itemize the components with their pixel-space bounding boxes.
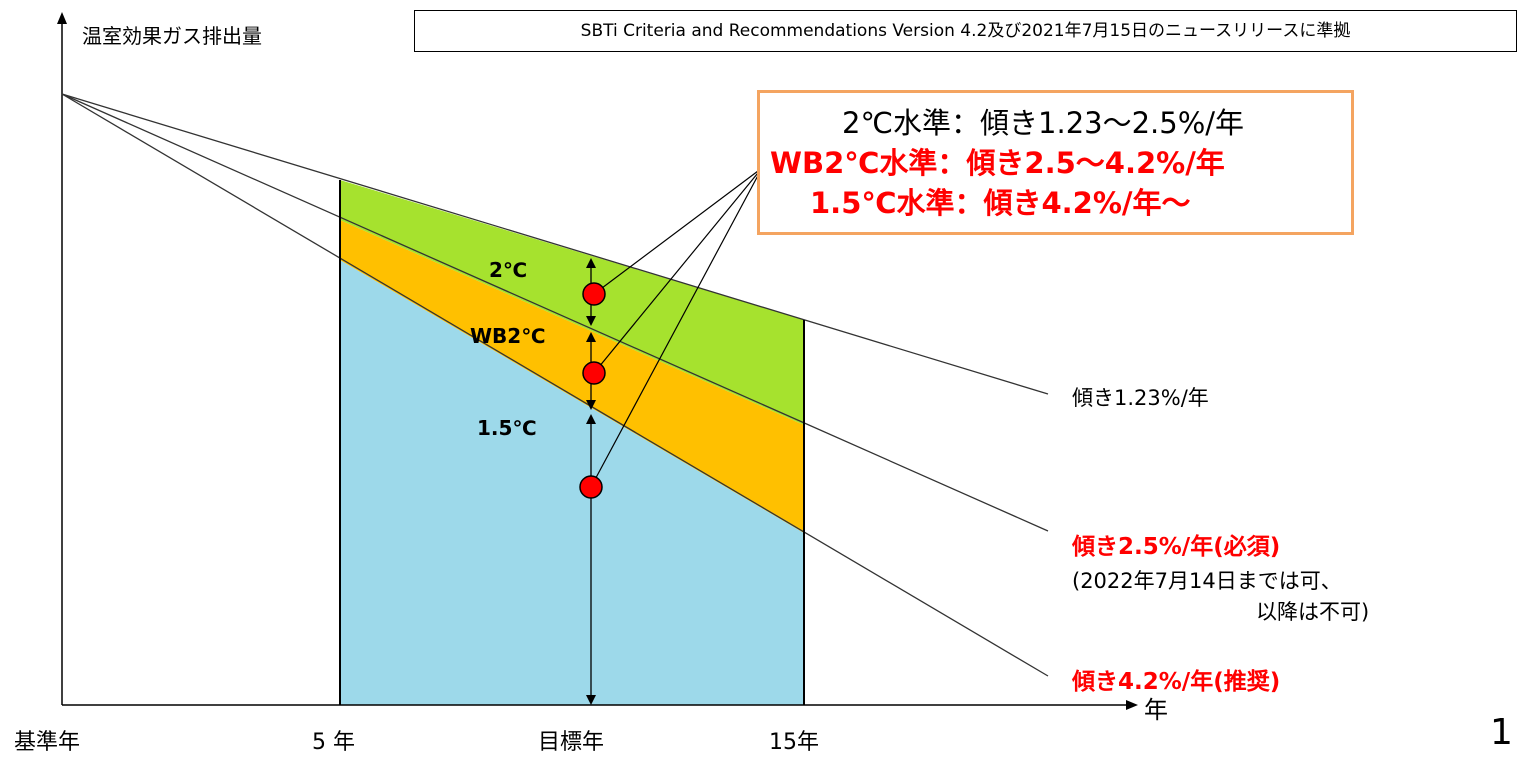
page-number: 1 [1490, 712, 1513, 753]
x-axis-label: 年 [1144, 696, 1168, 724]
zone-label-wb2c: WB2℃ [470, 324, 546, 348]
slope-criteria-box: 2℃水準：傾き1.23〜2.5%/年 WB2℃水準：傾き2.5〜4.2%/年 1… [757, 90, 1354, 235]
y-axis-label: 温室効果ガス排出量 [82, 24, 262, 48]
zone-1-5c-area [340, 260, 804, 705]
x-tick-year-5: 5 年 [312, 730, 355, 755]
x-tick-target-year: 目標年 [538, 730, 605, 755]
callout-line-1-5c [590, 167, 763, 488]
x-tick-year-15: 15年 [769, 730, 819, 755]
marker-wb2c [582, 361, 606, 385]
pathway-line-4-2 [61, 93, 1049, 677]
line-label-slope-4-2: 傾き4.2%/年(推奨) [1072, 669, 1281, 695]
line-label-slope-2-5: 傾き2.5%/年(必須) [1072, 534, 1281, 560]
x-axis-arrowhead [1126, 700, 1138, 710]
slope-criteria-1-5c: 1.5℃水準：傾き4.2%/年〜 [810, 186, 1191, 220]
arrow-1-5c-range [586, 414, 596, 705]
zone-wb2c-area [340, 220, 804, 533]
pathway-line-1-23 [61, 93, 1049, 395]
source-note: SBTi Criteria and Recommendations Versio… [414, 10, 1517, 52]
marker-2c [582, 282, 606, 306]
y-axis-arrowhead [57, 12, 67, 24]
line-label-slope-2-5-note2: 以降は不可) [1256, 600, 1370, 624]
line-label-slope-2-5-note1: (2022年7月14日までは可、 [1072, 569, 1342, 593]
marker-1-5c [579, 475, 603, 499]
zone-label-1-5c: 1.5℃ [477, 416, 537, 440]
zone-2c-area [340, 180, 804, 425]
line-label-slope-1-23: 傾き1.23%/年 [1072, 386, 1209, 410]
callout-line-wb2c [593, 167, 763, 374]
callout-line-2c [593, 167, 763, 295]
pathway-line-2-5 [61, 93, 1049, 532]
slope-criteria-2c: 2℃水準：傾き1.23〜2.5%/年 [842, 106, 1245, 140]
zone-label-2c: 2℃ [489, 258, 528, 282]
slope-criteria-wb2c: WB2℃水準：傾き2.5〜4.2%/年 [770, 146, 1225, 180]
x-tick-base-year: 基準年 [14, 730, 81, 755]
